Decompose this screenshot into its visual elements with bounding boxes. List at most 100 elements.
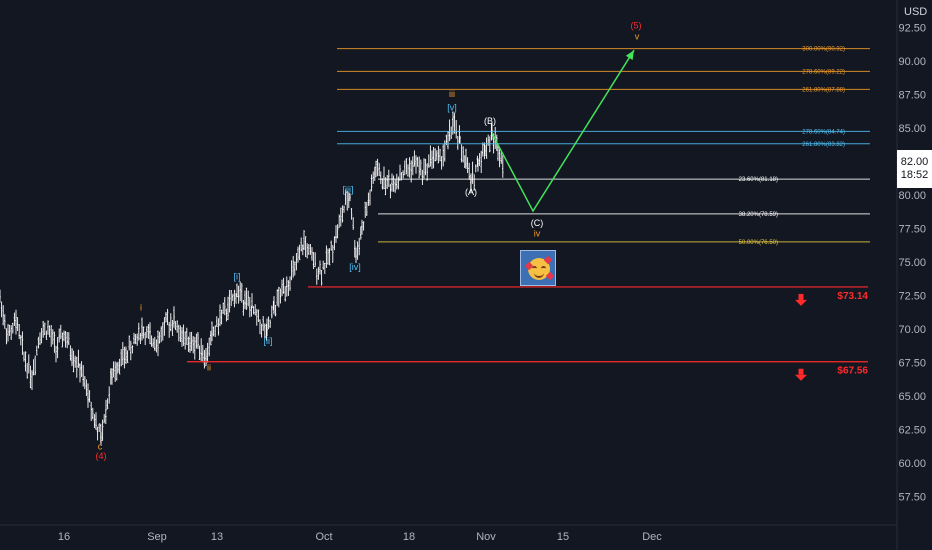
ohlc-bar bbox=[287, 280, 290, 296]
ohlc-bar bbox=[325, 245, 328, 268]
ohlc-bar bbox=[241, 283, 243, 303]
ohlc-bar bbox=[352, 217, 354, 230]
ohlc-bar bbox=[64, 331, 67, 348]
ohlc-bar bbox=[95, 415, 97, 427]
ohlc-bar bbox=[80, 361, 83, 378]
ohlc-bar bbox=[319, 260, 321, 275]
ohlc-bar bbox=[309, 244, 312, 255]
ohlc-bar bbox=[160, 326, 162, 343]
ohlc-bar bbox=[45, 330, 48, 340]
wave-label: (B) bbox=[484, 116, 496, 126]
ohlc-bar bbox=[311, 247, 313, 261]
ohlc-bar bbox=[23, 351, 25, 362]
x-tick-label: Oct bbox=[315, 531, 332, 543]
ohlc-bar bbox=[282, 277, 285, 294]
ohlc-bar bbox=[394, 179, 396, 193]
y-tick-label: 92.50 bbox=[898, 22, 926, 34]
ohlc-bar bbox=[48, 325, 51, 338]
ohlc-bar bbox=[7, 324, 9, 342]
ohlc-bar bbox=[195, 333, 198, 349]
ohlc-bar bbox=[336, 224, 339, 239]
fib-level: 50.00%(76.50) bbox=[378, 240, 870, 246]
ohlc-bar bbox=[174, 321, 177, 331]
ohlc-bar bbox=[324, 262, 326, 274]
fibonacci-levels: 300.00%(90.92) 278.60%(89.22) 261.80%(87.8… bbox=[337, 47, 870, 246]
ohlc-bar bbox=[298, 244, 301, 261]
price-target: $73.14 bbox=[308, 286, 868, 306]
ohlc-bar bbox=[219, 313, 221, 327]
last-price: 82.00 bbox=[900, 156, 929, 168]
ohlc-bar bbox=[384, 177, 387, 196]
ohlc-bar bbox=[142, 326, 145, 339]
ohlc-bar bbox=[402, 170, 404, 179]
ohlc-bar bbox=[399, 164, 401, 181]
ohlc-bar bbox=[72, 350, 75, 373]
ohlc-bar bbox=[328, 248, 331, 266]
ohlc-bar bbox=[350, 208, 353, 220]
y-tick-label: 60.00 bbox=[898, 458, 926, 470]
projection-line bbox=[491, 49, 635, 213]
ohlc-bar bbox=[244, 290, 246, 309]
wave-label: (C) bbox=[531, 218, 544, 228]
ohlc-bar bbox=[47, 320, 49, 335]
ohlc-bar bbox=[66, 332, 68, 349]
ohlc-bar bbox=[0, 301, 3, 318]
fib-label: 278.60%(89.22) bbox=[802, 69, 845, 75]
countdown-timer: 18:52 bbox=[900, 169, 929, 181]
ohlc-bar bbox=[224, 297, 226, 316]
ohlc-bar bbox=[405, 158, 408, 175]
wave-labels: c(4)iii[i][ii][iii][iv][v]iii(A)(B)(C)iv… bbox=[96, 21, 642, 461]
ohlc-bar bbox=[123, 346, 126, 369]
ohlc-bar bbox=[367, 192, 370, 206]
ohlc-bar bbox=[150, 335, 153, 347]
ohlc-bar bbox=[4, 314, 6, 329]
ohlc-bar bbox=[15, 323, 17, 335]
ohlc-bar bbox=[50, 325, 52, 347]
ohlc-bar bbox=[20, 334, 22, 346]
projection-arrowhead bbox=[625, 50, 634, 60]
ohlc-bar bbox=[439, 148, 441, 162]
ohlc-bar bbox=[168, 321, 170, 338]
ohlc-bar bbox=[29, 365, 32, 389]
ohlc-bar bbox=[322, 260, 324, 270]
fib-level: 300.00%(90.92) bbox=[337, 47, 870, 53]
ohlc-bar bbox=[162, 322, 164, 341]
ohlc-bar bbox=[300, 237, 302, 252]
ohlc-bar bbox=[459, 135, 461, 144]
ohlc-bar bbox=[163, 317, 166, 336]
ohlc-bar bbox=[58, 328, 60, 343]
x-tick-label: 18 bbox=[403, 531, 415, 543]
ohlc-bar bbox=[440, 156, 443, 170]
ohlc-bar bbox=[455, 119, 457, 139]
ohlc-bar bbox=[306, 243, 308, 259]
ohlc-bar bbox=[202, 344, 204, 363]
ohlc-bar bbox=[10, 325, 12, 341]
ohlc-bar bbox=[317, 266, 320, 280]
ohlc-bar bbox=[90, 401, 92, 422]
ohlc-bar bbox=[432, 147, 435, 169]
ohlc-bar bbox=[249, 297, 251, 318]
x-tick-label: 16 bbox=[58, 531, 70, 543]
ohlc-bar bbox=[165, 311, 167, 322]
wave-label: [v] bbox=[447, 103, 457, 113]
ohlc-bar bbox=[52, 329, 54, 345]
down-arrow-icon bbox=[795, 368, 807, 381]
ohlc-bar bbox=[333, 236, 336, 251]
ohlc-bar bbox=[166, 308, 169, 326]
fib-label: 38.20%(78.59) bbox=[739, 212, 778, 218]
ohlc-bar bbox=[170, 313, 172, 332]
ohlc-bar bbox=[369, 189, 371, 206]
ohlc-bar bbox=[110, 368, 112, 385]
ohlc-bar bbox=[453, 112, 456, 134]
ohlc-bar bbox=[26, 363, 28, 379]
ohlc-bar bbox=[157, 330, 159, 345]
ohlc-bar bbox=[68, 332, 70, 346]
ohlc-bar bbox=[245, 287, 248, 310]
ohlc-bar bbox=[131, 345, 134, 354]
fib-label: 50.00%(76.50) bbox=[739, 240, 778, 246]
ohlc-bar bbox=[431, 150, 433, 170]
ohlc-bar bbox=[189, 332, 191, 353]
ohlc-bar bbox=[485, 137, 488, 159]
